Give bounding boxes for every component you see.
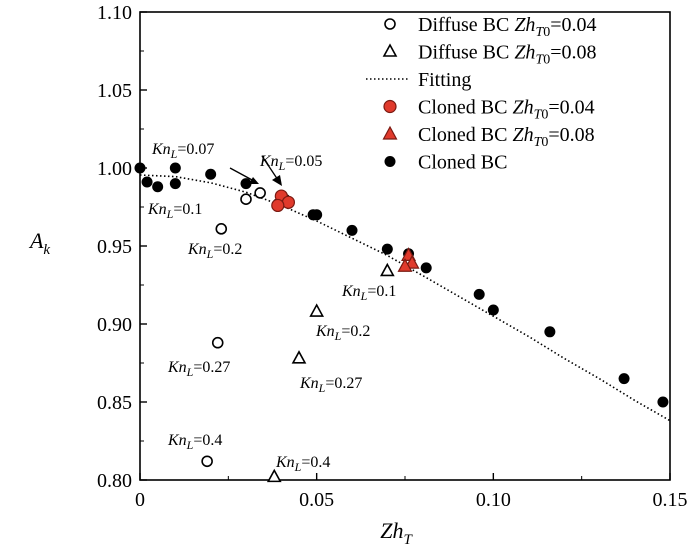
legend-marker xyxy=(382,43,398,57)
legend-label: Cloned BC xyxy=(418,152,507,174)
kn-annotation: KnL=0.27 xyxy=(167,359,230,379)
x-tick-label: 0.15 xyxy=(653,489,688,511)
axis-ticks: 0 0.05 0.10 0.15 0.80 0.85 0.90 0.95 1.00 1.05 1.1… xyxy=(97,2,688,511)
x-tick-label: 0 xyxy=(135,489,145,511)
legend-label: Fitting xyxy=(418,69,471,91)
circle-black-point xyxy=(240,178,252,190)
circle-open-point xyxy=(211,336,224,349)
legend-label: Cloned BC ZhT0=0.08 xyxy=(418,124,595,150)
y-tick-label: 1.00 xyxy=(97,158,132,180)
circle-open-point xyxy=(215,223,228,235)
x-axis-title: ZhT xyxy=(380,518,413,548)
circle-red-point xyxy=(271,198,285,213)
kn-annotation: KnL=0.4 xyxy=(275,454,330,474)
kn-annotation: KnL=0.05 xyxy=(259,153,322,173)
y-tick-label: 0.90 xyxy=(97,314,132,336)
legend-marker xyxy=(382,125,398,140)
circle-black-point xyxy=(618,373,630,385)
circle-black-point xyxy=(134,162,146,174)
triangle-open-point xyxy=(309,303,325,317)
x-tick-label: 0.10 xyxy=(476,489,511,511)
x-tick-label: 0.05 xyxy=(299,489,334,511)
fitting-line xyxy=(139,174,671,422)
data-points xyxy=(134,162,669,483)
circle-black-point xyxy=(544,326,556,338)
triangle-open-point xyxy=(379,262,395,277)
circle-open-point xyxy=(240,193,252,205)
kn-annotation: KnL=0.1 xyxy=(341,283,396,303)
legend-label: Cloned BC ZhT0=0.04 xyxy=(418,97,595,123)
circle-open-point xyxy=(254,187,266,199)
circle-black-point xyxy=(657,396,669,408)
legend-marker xyxy=(384,18,396,30)
triangle-red-point xyxy=(397,258,413,272)
circle-black-point xyxy=(152,181,164,193)
legend-marker xyxy=(384,156,396,167)
y-tick-label: 0.80 xyxy=(97,470,132,492)
y-axis-title: Ak xyxy=(28,228,50,258)
circle-open-point xyxy=(201,455,213,468)
fitting-curve xyxy=(139,174,671,422)
kn-annotation: KnL=0.2 xyxy=(315,323,370,343)
circle-black-point xyxy=(169,162,181,174)
kn-annotation: KnL=0.4 xyxy=(167,432,222,452)
circle-black-point xyxy=(169,178,181,190)
kn-annotation: KnL=0.07 xyxy=(151,141,214,161)
y-tick-label: 1.05 xyxy=(97,80,132,102)
annotations: KnL=0.07 KnL=0.05 KnL=0.1 KnL=0.2 KnL=0.1 KnL… xyxy=(147,141,396,474)
circle-black-point xyxy=(141,176,153,188)
kn-annotation: KnL=0.2 xyxy=(187,241,242,261)
y-tick-label: 0.95 xyxy=(97,236,132,258)
circle-black-point xyxy=(381,243,393,255)
circle-black-point xyxy=(420,262,432,274)
circle-black-point xyxy=(205,168,217,180)
circle-black-point xyxy=(311,209,323,221)
circle-black-point xyxy=(473,288,485,300)
legend-marker xyxy=(383,99,397,114)
kn-annotation: KnL=0.1 xyxy=(147,201,202,221)
legend-label: Diffuse BC ZhT0=0.08 xyxy=(418,42,597,68)
circle-black-point xyxy=(346,224,358,236)
y-tick-label: 1.10 xyxy=(97,2,132,24)
legend-label: Diffuse BC ZhT0=0.04 xyxy=(418,14,597,40)
y-tick-label: 0.85 xyxy=(97,392,132,414)
kn-annotation: KnL=0.27 xyxy=(299,375,362,395)
annotation-arrow xyxy=(229,155,282,186)
triangle-open-point xyxy=(266,468,282,483)
triangle-open-point xyxy=(291,350,307,364)
circle-black-point xyxy=(487,304,499,316)
